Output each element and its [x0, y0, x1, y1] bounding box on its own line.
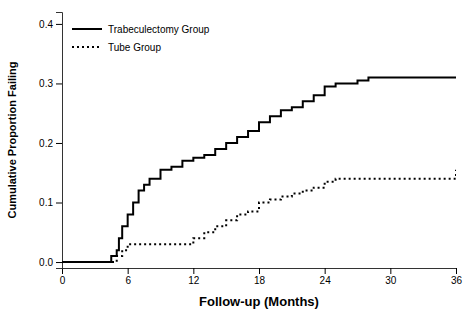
y-tick: 0.1	[39, 197, 62, 208]
y-tick-mark	[56, 83, 62, 84]
x-tick-label: 12	[188, 275, 200, 286]
x-axis-title: Follow-up (Months)	[199, 294, 319, 309]
y-axis: 0.0 0.1 0.2 0.3 0.4	[39, 13, 62, 269]
y-tick-mark	[56, 24, 62, 25]
y-tick-label: 0.3	[39, 78, 53, 89]
x-tick: 24	[320, 268, 332, 286]
chart: 0 6 12 18 24 30 36 0.0 0.1 0.2 0.3 0.4 Trabeculectom…	[0, 0, 474, 314]
x-tick-mark	[456, 268, 457, 274]
y-tick: 0.0	[39, 257, 62, 268]
legend-swatch	[72, 28, 102, 30]
x-tick: 6	[125, 268, 131, 286]
x-axis-line	[63, 269, 457, 275]
x-axis: 0 6 12 18 24 30 36	[60, 268, 463, 286]
y-tick: 0.3	[39, 78, 62, 89]
x-tick: 30	[385, 268, 397, 286]
lines	[62, 77, 456, 262]
x-tick-label: 18	[254, 275, 266, 286]
x-tick-label: 6	[125, 275, 131, 286]
x-tick-label: 24	[320, 275, 332, 286]
y-tick-mark	[56, 262, 62, 263]
legend-label: Tube Group	[108, 42, 161, 53]
x-tick-label: 0	[60, 275, 66, 286]
series-line	[62, 77, 456, 262]
legend-label: Trabeculectomy Group	[108, 24, 210, 35]
y-tick-mark	[56, 203, 62, 204]
x-tick-mark	[259, 268, 260, 274]
x-tick-mark	[325, 268, 326, 274]
legend: Trabeculectomy Group Tube Group	[72, 24, 210, 53]
y-tick: 0.2	[39, 138, 62, 149]
x-tick-label: 30	[385, 275, 397, 286]
x-tick: 36	[451, 268, 463, 286]
x-tick: 12	[188, 268, 200, 286]
plot: 0 6 12 18 24 30 36 0.0 0.1 0.2 0.3 0.4 Trabeculectom…	[39, 13, 462, 287]
y-tick-label: 0.4	[39, 19, 53, 30]
series-line	[62, 170, 456, 262]
legend-item: Trabeculectomy Group	[72, 24, 210, 35]
x-tick: 0	[60, 268, 66, 286]
x-tick-label: 36	[451, 275, 463, 286]
y-tick-label: 0.1	[39, 197, 53, 208]
y-axis-line	[56, 13, 63, 269]
legend-swatch	[72, 46, 102, 48]
y-tick-label: 0.0	[39, 257, 53, 268]
y-tick-label: 0.2	[39, 138, 53, 149]
legend-item: Tube Group	[72, 42, 161, 53]
y-tick: 0.4	[39, 19, 62, 30]
x-tick-mark	[128, 268, 129, 274]
x-tick: 18	[254, 268, 266, 286]
x-tick-mark	[390, 268, 391, 274]
y-axis-title: Cumulative Proportion Failing	[6, 61, 18, 218]
y-tick-mark	[56, 143, 62, 144]
x-tick-mark	[193, 268, 194, 274]
